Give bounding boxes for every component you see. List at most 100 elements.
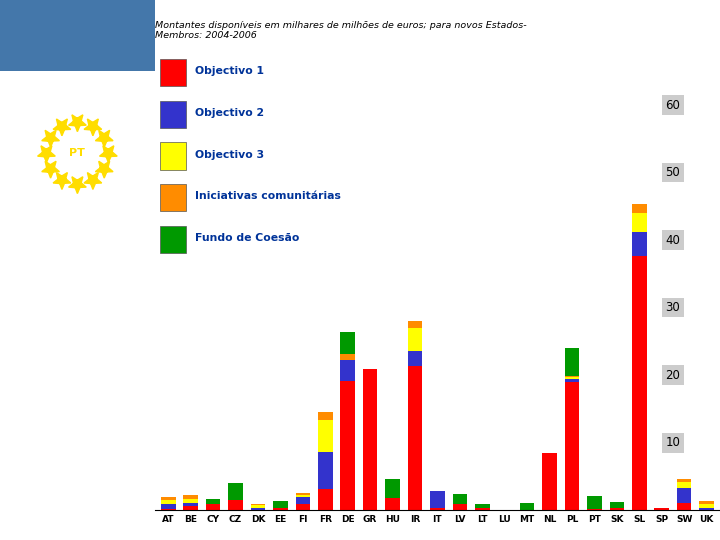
FancyBboxPatch shape: [161, 143, 186, 170]
Polygon shape: [84, 173, 102, 190]
Bar: [408, 351, 422, 366]
FancyBboxPatch shape: [161, 59, 186, 86]
Bar: [341, 381, 355, 510]
Text: 10: 10: [28, 515, 44, 528]
Text: Política de coesão e seus: Política de coesão e seus: [162, 20, 338, 33]
Text: 20: 20: [665, 369, 680, 382]
Bar: [184, 495, 198, 500]
Bar: [251, 508, 265, 510]
Text: Gerais: Gerais: [55, 257, 100, 270]
Bar: [632, 255, 647, 510]
FancyBboxPatch shape: [161, 184, 186, 211]
Bar: [161, 500, 176, 504]
Bar: [677, 482, 691, 488]
Bar: [542, 453, 557, 510]
Bar: [677, 503, 691, 510]
Bar: [587, 509, 602, 510]
Bar: [273, 501, 288, 508]
Bar: [184, 500, 198, 503]
Bar: [587, 496, 602, 509]
Bar: [654, 508, 669, 510]
Bar: [408, 321, 422, 328]
Polygon shape: [53, 173, 71, 190]
Bar: [341, 360, 355, 381]
Bar: [520, 503, 534, 510]
Polygon shape: [42, 130, 60, 147]
Bar: [161, 497, 176, 500]
Text: 10: 10: [665, 436, 680, 449]
Bar: [564, 379, 580, 382]
Bar: [206, 504, 220, 510]
Polygon shape: [37, 146, 55, 163]
Text: Objectivo 3: Objectivo 3: [196, 150, 265, 160]
FancyBboxPatch shape: [161, 100, 186, 128]
Bar: [228, 500, 243, 510]
Text: 60: 60: [665, 99, 680, 112]
Bar: [161, 509, 176, 510]
Bar: [295, 497, 310, 504]
Text: 30: 30: [665, 301, 680, 314]
Bar: [610, 502, 624, 508]
Text: Objectivo 1: Objectivo 1: [196, 66, 264, 76]
Polygon shape: [68, 115, 86, 132]
Bar: [564, 382, 580, 510]
Text: PT: PT: [701, 46, 713, 56]
Polygon shape: [42, 161, 60, 178]
Bar: [251, 505, 265, 508]
Text: Objectivo 2: Objectivo 2: [196, 108, 265, 118]
Bar: [677, 488, 691, 503]
Bar: [564, 376, 580, 377]
Bar: [318, 420, 333, 452]
Bar: [610, 508, 624, 510]
Bar: [430, 491, 445, 508]
Bar: [341, 354, 355, 360]
Bar: [385, 498, 400, 510]
Text: Fundo de Coesão: Fundo de Coesão: [196, 233, 300, 243]
Polygon shape: [99, 146, 117, 163]
Bar: [363, 369, 377, 510]
Bar: [295, 504, 310, 510]
Polygon shape: [84, 119, 102, 136]
Bar: [453, 494, 467, 504]
Bar: [408, 366, 422, 510]
Bar: [184, 506, 198, 510]
Bar: [318, 411, 333, 420]
Bar: [206, 499, 220, 504]
Bar: [632, 204, 647, 213]
Bar: [341, 332, 355, 354]
Bar: [564, 377, 580, 379]
Bar: [161, 504, 176, 509]
Text: PT: PT: [69, 148, 86, 158]
Text: Dezembro 2004: Dezembro 2004: [630, 7, 713, 17]
Bar: [677, 478, 691, 482]
Polygon shape: [68, 177, 86, 193]
Bar: [385, 479, 400, 498]
Bar: [184, 503, 198, 506]
Text: Aspectos: Aspectos: [45, 229, 109, 242]
Bar: [632, 213, 647, 232]
Bar: [251, 503, 265, 505]
Bar: [318, 489, 333, 510]
Text: Iniciativas comunitárias: Iniciativas comunitárias: [196, 191, 341, 201]
Polygon shape: [53, 119, 71, 136]
FancyBboxPatch shape: [0, 0, 155, 71]
Polygon shape: [95, 161, 113, 178]
Bar: [475, 504, 490, 508]
Bar: [408, 328, 422, 351]
Bar: [699, 501, 714, 504]
Text: Montantes disponíveis em milhares de milhões de euros; para novos Estados-
Membr: Montantes disponíveis em milhares de mil…: [155, 21, 526, 40]
Bar: [699, 508, 714, 510]
Text: 40: 40: [665, 234, 680, 247]
Text: instrumentos financeiros: instrumentos financeiros: [162, 60, 338, 73]
Bar: [453, 504, 467, 510]
Bar: [228, 483, 243, 500]
Bar: [475, 508, 490, 510]
Bar: [318, 452, 333, 489]
Polygon shape: [95, 130, 113, 147]
Text: 50: 50: [665, 166, 680, 179]
Bar: [295, 494, 310, 495]
Bar: [632, 232, 647, 255]
FancyBboxPatch shape: [161, 226, 186, 253]
Bar: [699, 504, 714, 508]
Bar: [564, 348, 580, 376]
